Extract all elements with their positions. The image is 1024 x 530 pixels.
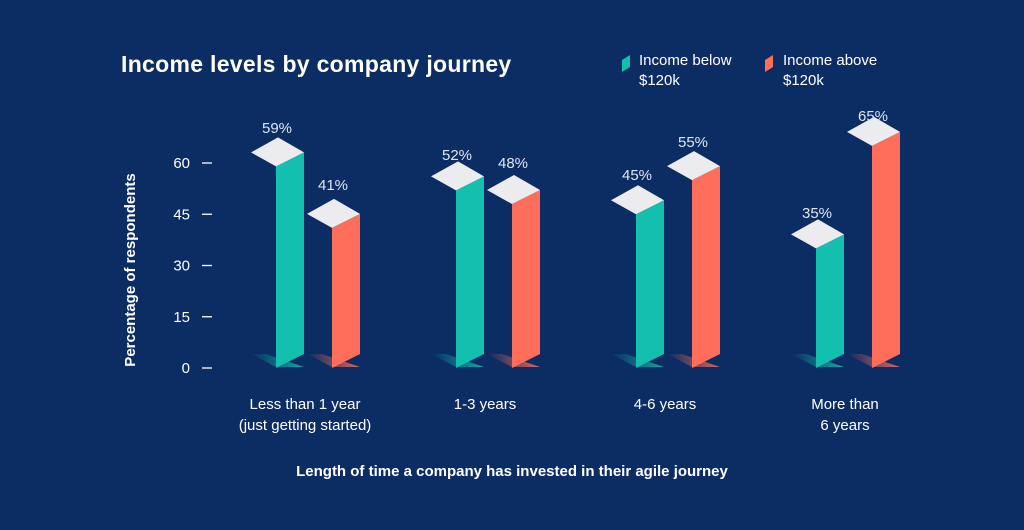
bar-cap [791, 219, 844, 249]
bar-face [872, 131, 900, 368]
x-category-label: Less than 1 year (just getting started) [239, 396, 372, 434]
bar-face [692, 166, 720, 368]
y-tick-label: 60 [173, 155, 190, 172]
y-axis-label: Percentage of respondents [122, 173, 139, 366]
bar: 52% [431, 147, 484, 368]
legend: Income below $120k Income above $120k [622, 52, 881, 89]
bar-value-label: 65% [858, 108, 888, 125]
bars-group: 59% 52% 45% 35% 41% 48% 55% 65% [251, 108, 900, 368]
bar: 45% [611, 167, 664, 368]
bar-cap [251, 137, 304, 167]
bar-face [512, 190, 540, 368]
bar-cap [847, 116, 900, 146]
bar: 48% [487, 155, 540, 368]
bar: 35% [791, 205, 844, 368]
chart-title: Income levels by company journey [121, 51, 512, 77]
category-labels: Less than 1 year (just getting started) 1-… [239, 396, 879, 434]
bar: 41% [307, 177, 360, 368]
bar-value-label: 48% [498, 155, 528, 172]
bar-value-label: 55% [678, 134, 708, 151]
bar-face [332, 213, 360, 368]
x-category-label: 1-3 years [454, 396, 517, 413]
bar-value-label: 35% [802, 205, 832, 222]
bar-cap [431, 161, 484, 191]
bar-cap [611, 185, 664, 215]
legend-swatch-below [622, 55, 630, 72]
x-category-label: More than 6 years [811, 396, 879, 434]
y-tick-label: 0 [182, 360, 190, 377]
y-tick-label: 45 [173, 206, 190, 223]
bar-value-label: 59% [262, 120, 292, 137]
bar-face [816, 234, 844, 368]
y-tick-label: 15 [173, 309, 190, 326]
bar: 55% [667, 134, 720, 368]
bar-face [636, 200, 664, 368]
legend-label-below: Income below $120k [639, 52, 736, 89]
bar-cap [667, 151, 720, 181]
bar-cap [487, 175, 540, 204]
bar-face [276, 152, 304, 368]
legend-label-above: Income above $120k [783, 52, 881, 89]
y-tick-label: 30 [173, 258, 190, 275]
legend-swatch-above [765, 55, 773, 72]
y-axis: 0 15 30 45 60 [173, 155, 212, 377]
bar-value-label: 52% [442, 147, 472, 164]
bar-value-label: 41% [318, 177, 348, 194]
bar: 59% [251, 120, 304, 368]
x-category-label: 4-6 years [634, 396, 697, 413]
bar-cap [307, 198, 360, 228]
bar-value-label: 45% [622, 167, 652, 184]
x-axis-label: Length of time a company has invested in… [296, 463, 728, 480]
bar: 65% [847, 108, 900, 368]
bar-face [456, 176, 484, 368]
